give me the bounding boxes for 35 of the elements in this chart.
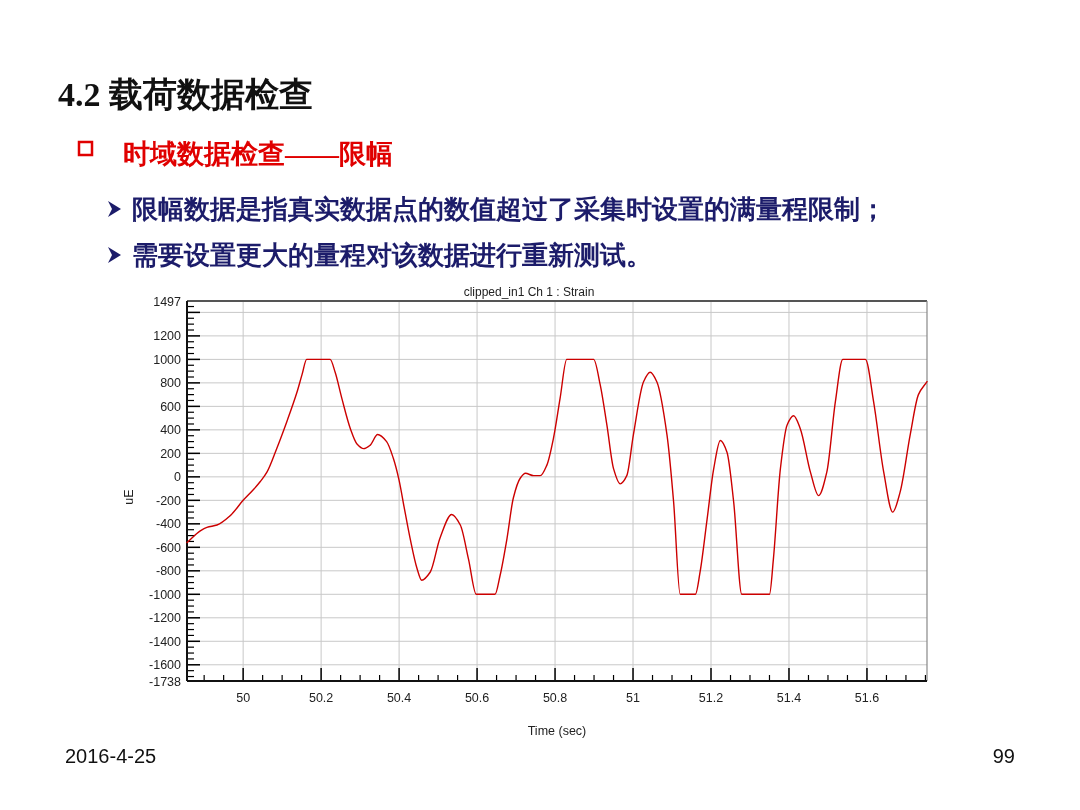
- x-tick-label: 51: [626, 691, 641, 705]
- text: clipped_in1 Ch 1 : Strain: [463, 285, 595, 299]
- y-tick-label: -1200: [149, 611, 182, 626]
- y-tick-label: -1738: [149, 674, 182, 689]
- y-tick-label: 0: [174, 470, 182, 485]
- y-tick-label: 1200: [153, 329, 182, 344]
- y-tick-label: -1400: [149, 634, 182, 649]
- text: 限幅数据是指真实数据点的数值超过了采集时设置的满量程限制；: [132, 195, 886, 224]
- x-tick-label: 51.6: [854, 691, 880, 705]
- y-tick-label: -400: [155, 517, 182, 532]
- y-tick-label: 1497: [153, 294, 182, 309]
- y-tick-label: 400: [160, 423, 182, 438]
- x-tick-label: 50.6: [464, 691, 490, 705]
- y-tick-label: -600: [155, 540, 182, 555]
- x-tick-label: 51.2: [698, 691, 724, 705]
- x-tick-label: 50.8: [542, 691, 568, 705]
- y-tick-label: -1000: [149, 587, 182, 602]
- text: 99: [992, 745, 1015, 767]
- y-tick-label: -200: [155, 493, 182, 508]
- x-tick-label: 50: [236, 691, 251, 705]
- chart-title: 4.2 载荷数据检查: [58, 76, 313, 113]
- y-tick-label: -1600: [149, 658, 182, 673]
- text: 2016-4-25: [65, 745, 157, 767]
- y-tick-label: 1000: [153, 352, 182, 367]
- chart-subtitle: 时域数据检查——限幅: [123, 139, 393, 169]
- y-tick-label: 200: [160, 446, 182, 461]
- y-tick-label: -800: [155, 564, 182, 579]
- x-axis-title: Time (sec): [527, 724, 587, 738]
- x-tick-label: 50.4: [386, 691, 412, 705]
- y-axis-title: uE: [122, 489, 136, 505]
- y-tick-label: 600: [160, 399, 182, 414]
- text: 需要设置更大的量程对该数据进行重新测试。: [132, 241, 652, 270]
- y-tick-label: 800: [160, 376, 182, 391]
- x-tick-label: 51.4: [776, 691, 802, 705]
- x-tick-label: 50.2: [308, 691, 334, 705]
